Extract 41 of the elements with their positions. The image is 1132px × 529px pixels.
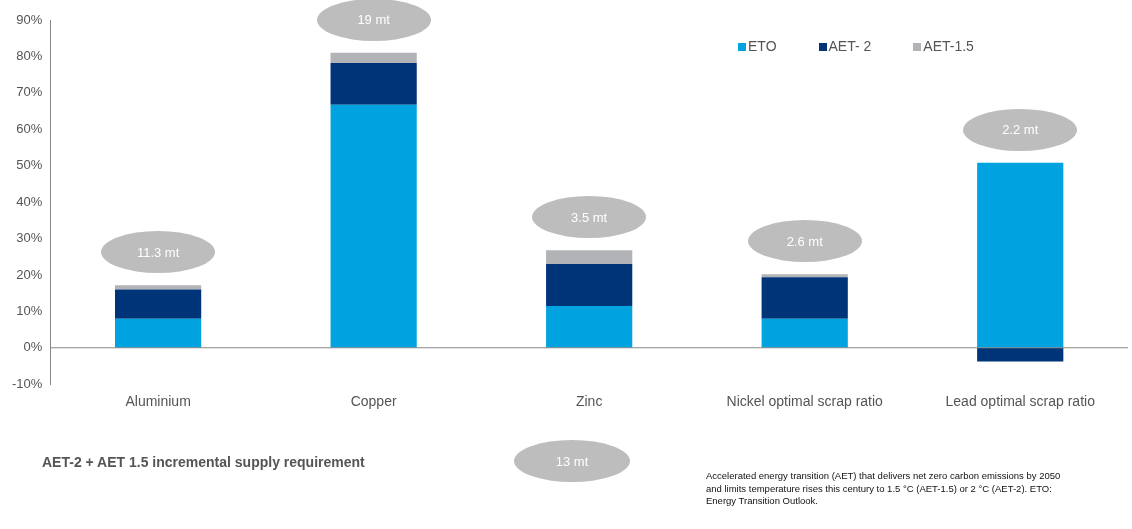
y-tick-label: 0% bbox=[23, 339, 43, 355]
y-tick-label: 70% bbox=[16, 84, 43, 100]
y-tick-label: 90% bbox=[16, 11, 43, 27]
legend-label: ETO bbox=[747, 38, 777, 54]
bar bbox=[977, 162, 1064, 348]
x-tick-label: Nickel optimal scrap ratio bbox=[726, 393, 884, 410]
y-tick-label: 60% bbox=[16, 120, 43, 136]
y-tick-label: 50% bbox=[16, 157, 43, 173]
y-tick-label: 40% bbox=[16, 193, 43, 209]
legend-label: AET- 2 bbox=[827, 38, 872, 54]
bar bbox=[330, 52, 417, 63]
bar bbox=[115, 289, 202, 319]
y-tick-label: 20% bbox=[16, 266, 43, 282]
bar bbox=[115, 285, 202, 290]
bar bbox=[115, 318, 202, 348]
x-tick-label: Copper bbox=[350, 393, 397, 410]
label-bubble: 13 mt bbox=[514, 440, 630, 482]
bar bbox=[761, 318, 848, 348]
bar bbox=[330, 62, 417, 105]
y-tick-label: 30% bbox=[16, 230, 43, 246]
label-bubble: 11.3 mt bbox=[101, 231, 216, 274]
x-tick-label: Aluminium bbox=[125, 393, 191, 410]
legend-label: AET-1.5 bbox=[922, 38, 974, 54]
x-tick-label: Zinc bbox=[575, 393, 603, 410]
y-tick-label: 10% bbox=[16, 302, 43, 318]
label-bubble: 2.2 mt bbox=[963, 108, 1078, 151]
text: Accelerated energy transition (AET) that delivers net zero carbon emissions by 2050 and limits temperature rises this century to 1.5 °C (AET-1.5) or 2 °C (AET-2). ETO: Energy Transition Outlook. bbox=[706, 470, 1062, 508]
label-bubble: 2.6 mt bbox=[747, 220, 862, 263]
label-bubble: 3.5 mt bbox=[532, 196, 647, 239]
bar bbox=[546, 264, 633, 306]
bar bbox=[546, 250, 633, 265]
text: AET-2 + AET 1.5 incremental supply requirement bbox=[42, 454, 365, 470]
x-tick-label: Lead optimal scrap ratio bbox=[945, 393, 1096, 410]
y-tick-label: 80% bbox=[16, 48, 43, 63]
label-bubble: 19 mt bbox=[316, 0, 431, 41]
bar bbox=[330, 104, 417, 348]
y-tick-label: -10% bbox=[11, 375, 43, 391]
bar bbox=[546, 305, 633, 348]
bar bbox=[977, 347, 1064, 362]
bar bbox=[761, 274, 848, 278]
bar bbox=[761, 277, 848, 319]
